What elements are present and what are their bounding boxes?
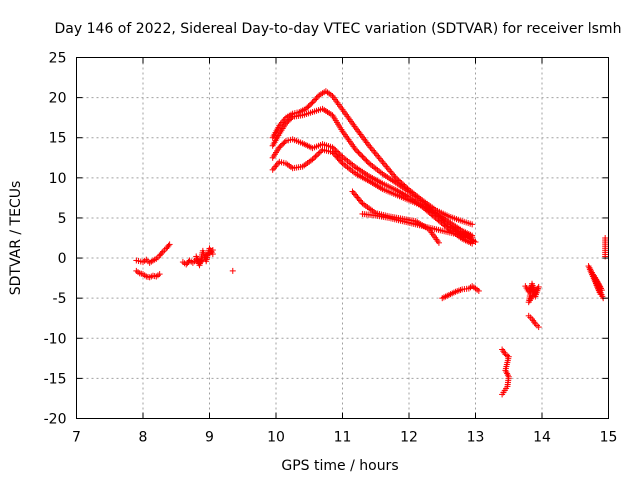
data-point xyxy=(156,271,163,278)
x-tick-label: 12 xyxy=(400,430,418,446)
data-point xyxy=(338,158,345,165)
data-point xyxy=(312,96,319,103)
x-axis-label: GPS time / hours xyxy=(281,458,398,474)
data-point xyxy=(363,157,370,164)
data-point xyxy=(308,100,315,107)
data-point xyxy=(313,152,320,159)
data-point xyxy=(355,149,362,156)
data-point xyxy=(364,159,371,166)
data-point xyxy=(304,104,311,111)
data-point xyxy=(475,287,482,294)
data-point xyxy=(284,118,291,125)
data-point xyxy=(535,324,542,331)
data-point xyxy=(318,148,325,155)
data-point xyxy=(336,151,343,158)
y-tick-label: -10 xyxy=(44,331,67,347)
y-tick-label: 25 xyxy=(49,51,67,67)
x-tick-label: 14 xyxy=(533,430,551,446)
data-point xyxy=(360,154,367,161)
data-point xyxy=(310,97,317,104)
data-point xyxy=(333,148,340,155)
data-point xyxy=(166,241,173,248)
data-point xyxy=(285,117,292,124)
axis-ticks xyxy=(76,57,609,419)
data-point xyxy=(315,150,322,157)
data-point xyxy=(338,152,345,159)
data-point xyxy=(469,221,476,228)
data-point xyxy=(352,146,359,153)
data-point xyxy=(312,153,319,160)
data-point xyxy=(280,140,287,147)
data-point xyxy=(316,149,323,156)
data-point xyxy=(165,242,172,249)
x-tick-label: 10 xyxy=(267,430,285,446)
data-point xyxy=(472,239,479,246)
x-tick-label: 11 xyxy=(334,430,352,446)
y-axis-label: SDTVAR / TECUs xyxy=(8,181,24,296)
x-tick-label: 7 xyxy=(72,430,81,446)
y-tick-label: 0 xyxy=(58,251,67,267)
data-point xyxy=(158,249,165,256)
chart-title: Day 146 of 2022, Sidereal Day-to-day VTE… xyxy=(55,21,622,37)
data-point xyxy=(532,290,539,297)
data-point xyxy=(435,239,442,246)
data-point xyxy=(278,141,285,148)
y-tick-label: 5 xyxy=(58,211,67,227)
y-axis-tick-labels: -20 -15 -10 -5 0 5 10 15 20 25 xyxy=(44,51,67,428)
data-point xyxy=(444,224,451,231)
x-tick-label: 8 xyxy=(139,430,148,446)
y-tick-label: -15 xyxy=(44,371,67,387)
data-point xyxy=(305,103,312,110)
data-point xyxy=(309,99,316,106)
x-tick-label: 13 xyxy=(467,430,485,446)
grid-lines xyxy=(76,57,609,419)
data-point xyxy=(359,153,366,160)
y-tick-label: 20 xyxy=(49,91,67,107)
x-axis-tick-labels: 7 8 9 10 11 12 13 14 15 xyxy=(72,430,617,446)
x-tick-label: 15 xyxy=(600,430,618,446)
data-point xyxy=(309,156,316,163)
data-point xyxy=(277,143,284,150)
data-point xyxy=(356,150,363,157)
data-point xyxy=(313,95,320,102)
data-point xyxy=(209,251,216,258)
data-point xyxy=(354,148,361,155)
data-point xyxy=(276,144,283,151)
y-tick-label: -5 xyxy=(53,291,67,307)
data-point xyxy=(358,152,365,159)
data-point xyxy=(302,105,309,112)
data-point xyxy=(288,115,295,122)
data-point xyxy=(499,391,506,398)
data-point xyxy=(335,149,342,156)
data-point xyxy=(286,116,293,123)
data-point xyxy=(362,156,369,163)
data-points xyxy=(133,88,609,398)
data-point xyxy=(311,155,317,162)
data-point xyxy=(282,120,289,127)
y-tick-label: 10 xyxy=(49,171,67,187)
y-tick-label: 15 xyxy=(49,131,67,147)
data-point xyxy=(306,101,313,108)
data-point xyxy=(281,139,288,146)
x-tick-label: 9 xyxy=(205,430,214,446)
data-point xyxy=(229,267,236,274)
y-tick-label: -20 xyxy=(44,412,67,428)
